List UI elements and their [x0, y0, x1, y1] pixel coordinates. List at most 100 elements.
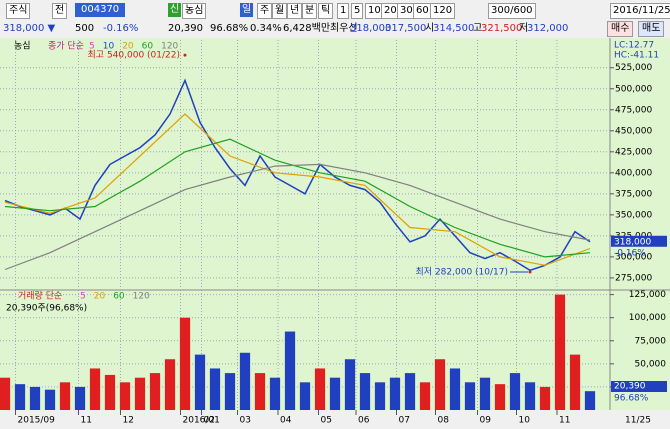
annotation: 최고 540,000 (01/22) [88, 50, 180, 61]
quote-item: 20,390 [168, 23, 203, 34]
toolbar-item[interactable]: 일 [240, 3, 254, 17]
toolbar-item[interactable]: 5 [351, 3, 364, 19]
y-tick-label: 500,000 [615, 84, 652, 94]
hc-label: HC:-41.11 [614, 51, 659, 61]
toolbar-item[interactable]: 10 [365, 3, 384, 19]
panel-subtitle: 20,390주(96,68%) [6, 303, 87, 314]
last-volume-pct: 96.68% [614, 394, 649, 404]
quote-item: 318,000 [350, 23, 392, 34]
volume-bar [509, 373, 521, 410]
x-tick-label: 2015/09 [18, 416, 56, 426]
toolbar-item[interactable]: 틱 [318, 3, 334, 19]
last-volume-box [611, 381, 667, 392]
y-tick-label: 525,000 [615, 63, 652, 73]
legend-entry: 20 [94, 292, 106, 302]
volume-bar [434, 359, 446, 410]
volume-bar [104, 374, 116, 410]
quote-item: -0.16% [103, 23, 139, 34]
volume-bar [0, 377, 11, 410]
last-price-box [611, 235, 667, 247]
y-tick-label: 125,000 [629, 290, 666, 300]
y-tick-label: 450,000 [615, 126, 652, 136]
legend-entry: 5 [80, 292, 86, 302]
x-tick-label: 08 [438, 416, 450, 426]
annotation-point [183, 53, 187, 57]
y-tick-label: 350,000 [615, 210, 652, 220]
y-tick-label: 100,000 [629, 313, 666, 323]
toolbar-item[interactable]: 신 [168, 3, 182, 17]
toolbar-item[interactable]: 년 [287, 3, 303, 19]
y-tick-label: 400,000 [615, 168, 652, 178]
volume-bar [539, 386, 551, 410]
last-change: -0.16% [614, 248, 646, 258]
y-tick-label: 300,000 [615, 252, 652, 262]
order-button[interactable]: 매수 [607, 21, 634, 37]
volume-bar [314, 368, 326, 410]
toolbar-item[interactable]: 전 [52, 3, 68, 19]
quote-item: 312,000 [527, 23, 569, 34]
volume-bar [239, 352, 251, 410]
toolbar-item[interactable]: 1 [337, 3, 350, 19]
legend-entry: 120 [133, 292, 150, 302]
quote-item: 시 [425, 23, 435, 34]
legend-entry: 10 [103, 42, 115, 52]
toolbar-item[interactable]: 주 [257, 3, 273, 19]
x-tick-label: 12 [123, 416, 134, 426]
volume-bar [284, 331, 296, 410]
volume-bar [164, 359, 176, 410]
x-axis-band [0, 410, 670, 429]
toolbar-item[interactable]: 분 [302, 3, 318, 19]
volume-bar [344, 359, 356, 410]
volume-bar [149, 373, 161, 410]
last-volume: 20,390 [614, 382, 646, 392]
price-line [4, 138, 591, 258]
toolbar-item[interactable]: 농심 [182, 3, 207, 19]
x-tick-label: 10 [519, 416, 531, 426]
volume-bar [89, 368, 101, 410]
legend-entry: 60 [142, 42, 154, 52]
lc-label: LC:12.77 [614, 41, 654, 51]
volume-bar [374, 382, 386, 410]
x-tick-label: 07 [399, 416, 410, 426]
volume-bar [29, 386, 41, 410]
volume-bar [59, 382, 71, 410]
order-button[interactable]: 매도 [638, 21, 665, 37]
volume-bar [44, 389, 56, 410]
toolbar-item[interactable]: 2016/11/25 [610, 3, 670, 19]
x-tick-label: 03 [240, 416, 251, 426]
legend-entry: 5 [89, 42, 95, 52]
y-tick-label: 425,000 [615, 147, 652, 157]
price-line [4, 113, 591, 266]
volume-bar [134, 377, 146, 410]
x-end-label: 11/25 [625, 416, 651, 426]
y-tick-label: 275,000 [615, 273, 652, 283]
panel-title: 거래량 단순 [18, 290, 62, 302]
x-tick-label: 09 [480, 416, 492, 426]
quote-item: 6,428백만 [283, 23, 331, 34]
chart-background [0, 38, 670, 429]
y-tick-label: 75,000 [635, 336, 667, 346]
volume-bar [14, 384, 26, 410]
toolbar-item[interactable]: 60 [413, 3, 432, 19]
volume-bar [389, 377, 401, 410]
y-tick-label: 50,000 [635, 359, 667, 369]
quote-item: 고 [473, 23, 483, 34]
volume-bar [119, 382, 131, 410]
price-line [4, 163, 591, 271]
toolbar-item[interactable]: 004370 [75, 3, 126, 17]
quote-item: 321,500 [481, 23, 523, 34]
volume-bar [479, 377, 491, 410]
toolbar-item[interactable]: 월 [272, 3, 288, 19]
volume-bar [359, 373, 371, 410]
toolbar-item[interactable]: 120 [430, 3, 456, 19]
toolbar-item[interactable]: 주식 [6, 3, 31, 19]
x-tick-label: 06 [358, 416, 370, 426]
toolbar-item[interactable]: 300/600 [488, 3, 536, 19]
x-tick-label: 02 [204, 416, 215, 426]
x-tick-label: 04 [280, 416, 292, 426]
volume-bar [254, 373, 266, 410]
quote-item: 96.68% [210, 23, 249, 34]
legend-entry: 120 [161, 42, 178, 52]
volume-bar [404, 373, 416, 410]
volume-bar [299, 382, 311, 410]
